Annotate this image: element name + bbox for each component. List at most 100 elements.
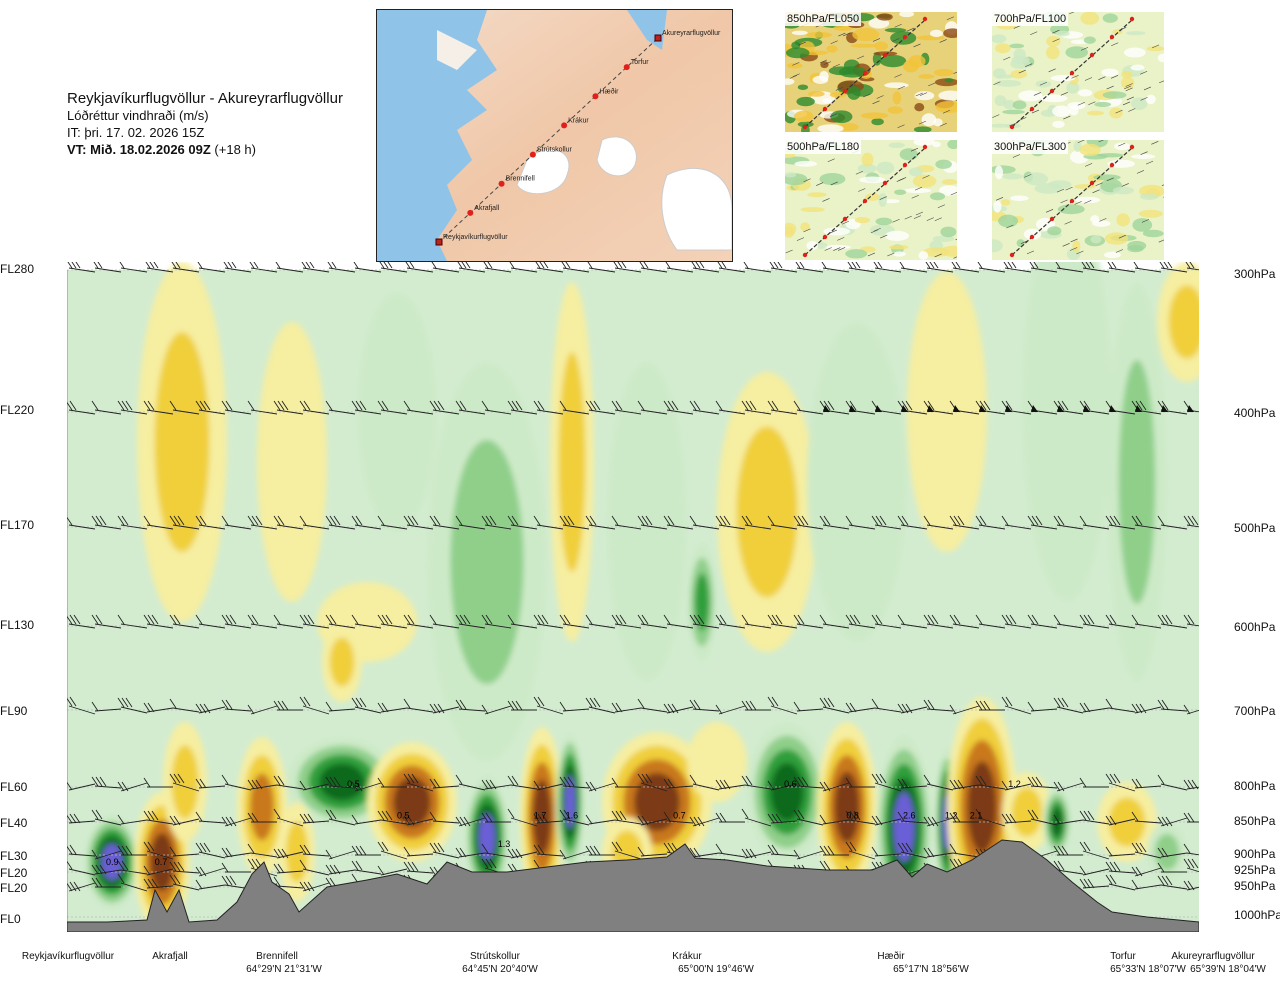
field-cell bbox=[826, 45, 838, 53]
barb-flag bbox=[489, 779, 497, 790]
mini-wind-barb bbox=[934, 253, 942, 258]
barb-flag bbox=[741, 700, 749, 711]
barb-flag bbox=[515, 400, 523, 411]
barb-flag bbox=[351, 845, 359, 856]
barb-flag bbox=[327, 262, 333, 269]
wind-barb bbox=[536, 705, 564, 715]
wind-barb bbox=[68, 882, 96, 892]
barb-flag bbox=[221, 515, 229, 526]
barb-flag bbox=[1053, 614, 1061, 625]
barb-flag bbox=[281, 700, 289, 711]
velocity-cell bbox=[478, 813, 496, 861]
mini-wind-barb bbox=[1106, 177, 1114, 182]
field-cell bbox=[1130, 64, 1145, 71]
barb-flag bbox=[1081, 262, 1087, 269]
mini-wind-barb bbox=[856, 55, 865, 60]
mini-wind-barb bbox=[1060, 92, 1068, 96]
barb-flag bbox=[199, 842, 207, 853]
mini-wind-barb bbox=[911, 194, 919, 199]
barb-pennant bbox=[1187, 405, 1194, 412]
field-cell bbox=[1024, 172, 1049, 186]
barb-flag bbox=[593, 697, 601, 708]
wind-barb bbox=[562, 409, 590, 415]
barb-flag bbox=[251, 858, 259, 869]
barb-flag bbox=[927, 847, 935, 858]
barb-flag bbox=[1079, 702, 1087, 713]
wind-barb bbox=[900, 851, 928, 859]
barb-flag bbox=[1027, 515, 1035, 526]
wind-barb bbox=[562, 818, 590, 826]
barb-flag bbox=[1157, 816, 1165, 827]
barb-flag bbox=[1057, 860, 1065, 871]
wind-barb bbox=[796, 267, 824, 273]
field-cell bbox=[899, 148, 918, 161]
mini-waypoint bbox=[902, 162, 908, 168]
barb-flag bbox=[277, 515, 285, 526]
mini-wind-barb bbox=[1064, 220, 1072, 225]
wind-barb bbox=[120, 524, 148, 530]
barb-flag bbox=[663, 400, 671, 411]
mini-waypoint bbox=[802, 124, 808, 130]
wind-barb bbox=[510, 784, 538, 790]
wind-barb bbox=[94, 708, 122, 712]
barb-flag bbox=[1001, 696, 1009, 707]
barb-flag bbox=[637, 614, 645, 625]
barb-flag bbox=[511, 515, 519, 526]
field-cell bbox=[1112, 186, 1134, 195]
barb-flag bbox=[273, 400, 281, 411]
field-cell bbox=[1142, 229, 1164, 238]
barb-flag bbox=[1079, 865, 1087, 876]
barb-flag bbox=[533, 614, 541, 625]
wind-barb bbox=[484, 267, 512, 273]
peak-value-label: 1.2 bbox=[945, 811, 958, 821]
barb-flag bbox=[905, 400, 913, 411]
barb-flag bbox=[793, 849, 801, 860]
barb-flag bbox=[273, 775, 281, 786]
barb-flag bbox=[273, 863, 281, 874]
barb-flag bbox=[719, 515, 727, 526]
barb-flag bbox=[433, 515, 441, 526]
barb-flag bbox=[563, 614, 571, 625]
barb-flag bbox=[481, 812, 489, 823]
field-cell bbox=[1077, 89, 1093, 97]
barb-flag bbox=[247, 812, 255, 823]
barb-flag bbox=[975, 808, 983, 819]
wind-barb bbox=[1160, 623, 1188, 629]
peak-value-label: 1.2 bbox=[1008, 779, 1021, 789]
barb-flag bbox=[489, 858, 497, 869]
barb-flag bbox=[333, 776, 341, 787]
mini-wind-barb bbox=[1088, 101, 1096, 106]
barb-flag bbox=[611, 777, 619, 788]
barb-flag bbox=[1079, 878, 1087, 889]
barb-flag bbox=[173, 773, 181, 784]
wind-barb bbox=[172, 782, 200, 792]
barb-flag bbox=[1161, 847, 1169, 858]
hpa-label-950: 950hPa bbox=[1234, 879, 1276, 893]
barb-flag bbox=[537, 614, 545, 625]
barb-flag bbox=[377, 865, 385, 876]
barb-flag bbox=[403, 773, 411, 784]
wind-barb bbox=[666, 785, 694, 789]
waypoint-label: Reykjavíkurflugvöllur bbox=[443, 234, 508, 241]
barb-flag bbox=[923, 614, 931, 625]
field-cell bbox=[1130, 97, 1148, 110]
field-cell bbox=[889, 244, 909, 250]
barb-flag bbox=[1161, 400, 1169, 411]
barb-flag bbox=[1027, 776, 1035, 787]
barb-flag bbox=[1135, 515, 1143, 526]
barb-flag bbox=[381, 702, 389, 713]
barb-flag bbox=[585, 614, 593, 625]
barb-flag bbox=[693, 847, 701, 858]
barb-flag bbox=[1161, 816, 1169, 827]
wind-barb bbox=[250, 705, 278, 715]
barb-flag bbox=[767, 844, 775, 855]
field-cell bbox=[1000, 199, 1011, 206]
barb-flag bbox=[1053, 814, 1061, 825]
mini-wind-barb bbox=[1045, 209, 1054, 213]
barb-flag bbox=[773, 262, 779, 269]
barb-pennant bbox=[953, 405, 960, 412]
field-cell bbox=[865, 193, 881, 201]
barb-flag bbox=[507, 700, 515, 711]
barb-flag bbox=[543, 262, 549, 269]
field-cell bbox=[819, 173, 846, 186]
